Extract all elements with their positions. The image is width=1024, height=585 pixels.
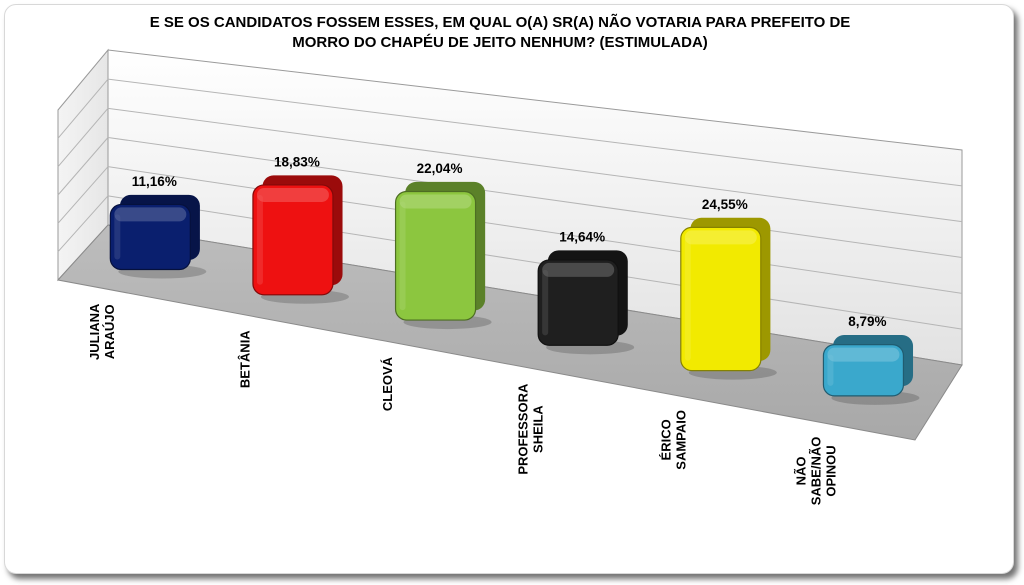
bar-front — [537, 259, 619, 346]
gridline — [57, 137, 109, 196]
category-label-line: SAMPAIO — [673, 410, 688, 470]
bar-1 — [109, 194, 207, 279]
bar-edge-highlight — [399, 201, 406, 311]
category-label-3: CLEOVÁ — [380, 356, 395, 411]
gridline — [107, 107, 963, 223]
category-label-line: JULIANA — [87, 303, 102, 360]
category-label-line: ARAÚJO — [102, 304, 117, 359]
bar-highlight — [684, 230, 757, 245]
bar-front — [394, 190, 477, 321]
gridline — [107, 78, 963, 187]
chart-title-line-1: E SE OS CANDIDATOS FOSSEM ESSES, EM QUAL… — [150, 13, 851, 31]
category-label-2: BETÂNIA — [237, 330, 252, 388]
bar-edge-highlight — [542, 269, 549, 336]
bar-5 — [680, 217, 777, 380]
gridline — [57, 195, 109, 253]
bar-4 — [537, 250, 635, 355]
category-labels: JULIANAARAÚJO BETÂNIA CLEOVÁ PROFESSORASHEI… — [87, 303, 839, 505]
category-label-line: ÉRICO — [658, 419, 673, 460]
gridline — [57, 78, 109, 139]
category-label-line: CLEOVÁ — [380, 356, 395, 411]
value-label-5: 24,55% — [702, 197, 748, 212]
bar-highlight — [114, 207, 187, 222]
bar-2 — [252, 175, 349, 304]
category-label-line: OPINOU — [824, 445, 839, 496]
category-label-5: ÉRICOSAMPAIO — [658, 410, 688, 470]
gridline — [107, 195, 963, 330]
value-label-1: 11,16% — [132, 174, 177, 189]
bar-highlight — [827, 347, 900, 362]
bar-highlight — [256, 187, 329, 202]
bar-front — [252, 184, 334, 296]
category-label-line: SHEILA — [530, 405, 545, 453]
bar-edge-highlight — [827, 354, 834, 386]
value-label-2: 18,83% — [274, 154, 320, 169]
gridline — [107, 166, 963, 294]
bar-front — [680, 226, 762, 372]
bar-highlight — [542, 262, 615, 277]
gridline — [107, 137, 963, 258]
category-label-line: NÃO — [794, 457, 809, 486]
category-label-1: JULIANAARAÚJO — [87, 303, 117, 360]
gridline — [57, 166, 109, 224]
category-label-line: SABE/NÃO — [809, 437, 824, 506]
bars — [109, 175, 920, 405]
value-labels: 11,16% 18,83% 22,04% 14,64% 24,55% 8,79% — [132, 154, 887, 329]
bar-edge-highlight — [114, 214, 121, 260]
bar-edge-highlight — [684, 237, 691, 361]
category-label-6: NÃOSABE/NÃOOPINOU — [794, 437, 839, 506]
value-label-6: 8,79% — [848, 314, 886, 329]
bar-highlight — [399, 194, 472, 209]
bar-6 — [822, 334, 920, 405]
category-label-line: PROFESSORA — [515, 383, 530, 475]
bar-3 — [394, 181, 492, 330]
category-label-line: BETÂNIA — [237, 330, 252, 388]
category-label-4: PROFESSORASHEILA — [515, 383, 545, 475]
value-label-3: 22,04% — [417, 161, 463, 176]
value-label-4: 14,64% — [559, 229, 605, 244]
gridline — [57, 108, 109, 167]
chart-title-line-2: MORRO DO CHAPÉU DE JEITO NENHUM? (ESTIMU… — [292, 34, 708, 51]
bar-edge-highlight — [256, 194, 263, 285]
